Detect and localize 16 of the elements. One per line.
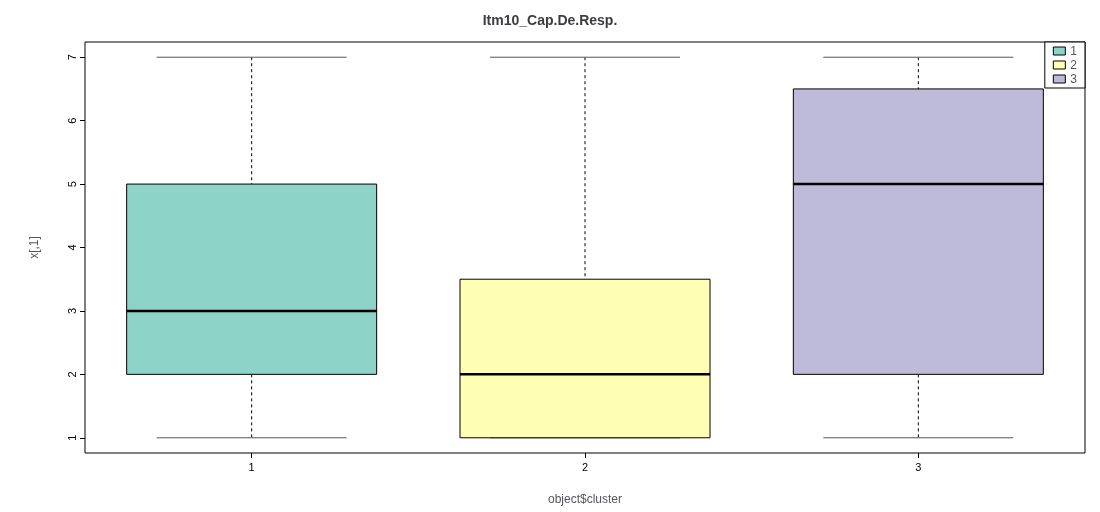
x-tick-label: 1 [248, 460, 255, 473]
y-tick-label: 6 [65, 117, 78, 124]
chart-title: Itm10_Cap.De.Resp. [482, 12, 618, 28]
y-axis-title: x[,1] [27, 236, 41, 259]
y-tick-label: 4 [65, 244, 78, 251]
legend-label: 3 [1070, 72, 1078, 86]
x-axis-title: object$cluster [547, 492, 623, 506]
y-tick-label: 5 [65, 181, 78, 188]
x-tick-label: 2 [581, 460, 589, 473]
y-tick-label: 2 [65, 371, 78, 378]
legend-label: 1 [1070, 44, 1078, 58]
y-tick-label: 7 [65, 54, 78, 61]
y-tick-label: 3 [65, 307, 78, 314]
legend-label: 2 [1070, 58, 1078, 72]
x-tick-label: 3 [915, 460, 922, 473]
y-tick-label: 1 [65, 434, 78, 441]
